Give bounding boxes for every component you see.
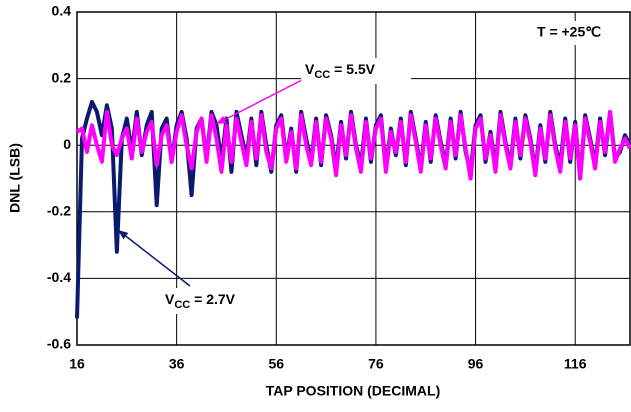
y-tick-label: -0.4 [47, 269, 71, 285]
x-tick-label: 76 [368, 356, 384, 372]
arrow-head [118, 230, 129, 240]
annotation-box [161, 288, 271, 314]
y-tick-label: -0.2 [47, 203, 71, 219]
x-axis-title: TAP POSITION (DECIMAL) [266, 383, 440, 399]
annotation-suffix: = 5.5V [330, 61, 375, 77]
annotation-suffix: = 2.7V [190, 291, 235, 307]
annotation-subscript: CC [174, 299, 190, 311]
annotation-box [301, 58, 411, 84]
annotation: VCC = 2.7V [165, 291, 236, 311]
annotation-prefix: V [165, 291, 175, 307]
annotation-arrow [123, 234, 191, 287]
x-tick-label: 16 [69, 356, 85, 372]
x-tick-label: 56 [268, 356, 284, 372]
annotation: T = +25℃ [537, 24, 601, 40]
y-tick-label: 0.4 [52, 3, 72, 19]
annotation-box [531, 21, 623, 45]
data-line [75, 109, 631, 181]
x-tick-label: 36 [169, 356, 185, 372]
annotation: VCC = 5.5V [305, 61, 376, 81]
annotation-arrow [222, 79, 303, 122]
annotation-subscript: CC [314, 69, 330, 81]
y-tick-label: 0.2 [52, 69, 72, 85]
plot-frame [76, 11, 631, 346]
x-tick-label: 116 [564, 356, 587, 372]
annotation-prefix: V [305, 61, 315, 77]
y-tick-label: -0.6 [47, 336, 71, 352]
y-tick-label: 0 [63, 136, 71, 152]
y-axis-title: DNL (LSB) [7, 143, 23, 213]
arrow-head [216, 115, 227, 124]
x-tick-label: 96 [468, 356, 484, 372]
